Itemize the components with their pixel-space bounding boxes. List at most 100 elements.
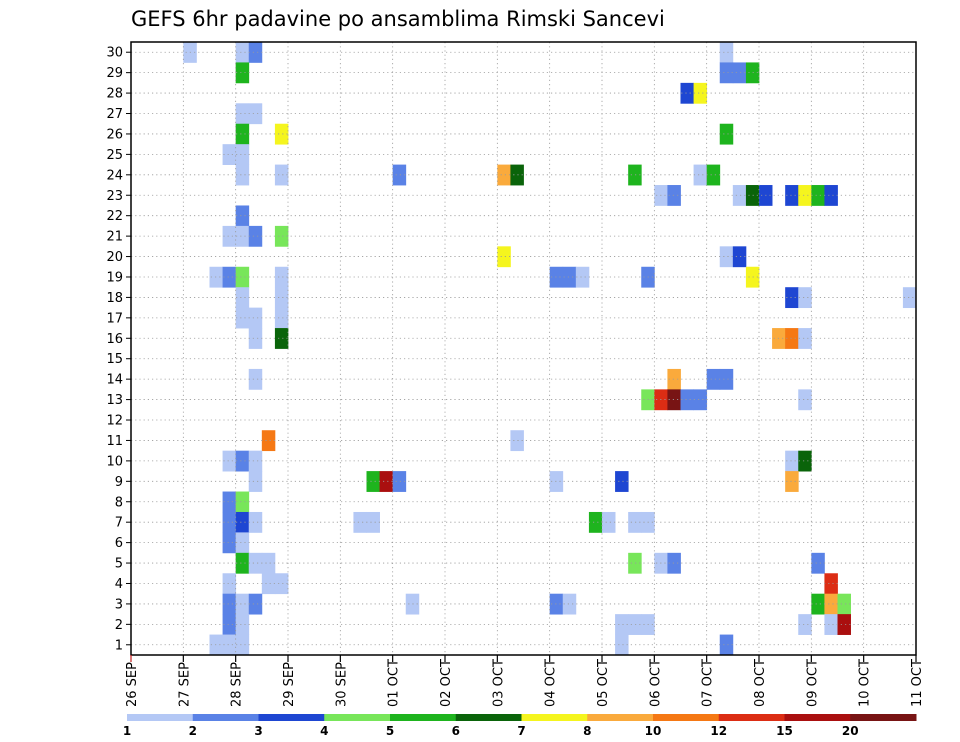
y-tick-label: 10 (106, 454, 123, 469)
y-tick-label: 4 (115, 577, 123, 592)
precip-cell (785, 471, 799, 492)
precip-cell (667, 185, 681, 206)
precip-cell (615, 471, 629, 492)
y-tick-label: 17 (106, 311, 123, 326)
x-tick-label: 04 OCT (544, 659, 559, 707)
y-tick-label: 24 (106, 168, 123, 183)
precip-cell (824, 614, 838, 635)
precip-cell (667, 368, 681, 390)
precip-cell (235, 62, 250, 84)
x-tick-label: 30 SEP (334, 662, 349, 707)
colorbar-label: 12 (710, 724, 727, 738)
colorbar-label: 2 (189, 724, 197, 738)
colorbar-label: 4 (320, 724, 328, 738)
precip-cell (680, 82, 694, 104)
y-tick-label: 30 (106, 46, 123, 61)
precip-cell (235, 552, 250, 574)
precip-cell (248, 307, 263, 329)
precip-cell (222, 450, 237, 472)
x-tick-label: 07 OCT (701, 659, 716, 707)
precip-cell (353, 511, 367, 533)
precip-cell (392, 164, 407, 186)
grid-lines (131, 42, 916, 655)
x-tick-label: 11 OCT (910, 659, 925, 707)
precip-cell (902, 287, 917, 309)
precip-cell (261, 430, 276, 452)
precip-cell (562, 593, 577, 615)
y-tick-label: 18 (106, 291, 123, 306)
precip-cell (628, 552, 642, 574)
precip-cell (235, 511, 250, 533)
y-tick-label: 7 (115, 516, 123, 531)
y-tick-label: 20 (106, 250, 123, 265)
precip-cell (510, 164, 524, 186)
colorbar-label: 3 (254, 724, 262, 738)
chart-title: GEFS 6hr padavine po ansamblima Rimski S… (131, 7, 665, 31)
precip-cell (693, 164, 708, 186)
x-tick-label: 05 OCT (596, 659, 611, 707)
precip-cell (719, 62, 734, 84)
y-tick-label: 13 (106, 393, 123, 408)
precip-cell (719, 246, 734, 268)
precip-cell (615, 634, 629, 656)
colorbar: 1 2 3 4 5 6 7 8 10 12 15 20 (123, 714, 917, 738)
precip-cell (732, 185, 747, 206)
precip-cell (706, 164, 721, 186)
colorbar-label: 5 (386, 724, 394, 738)
precip-cell (248, 42, 263, 63)
colorbar-swatch (127, 714, 194, 721)
precip-cell (235, 287, 250, 309)
precip-cells (183, 42, 917, 656)
precip-cell (615, 614, 629, 635)
precip-cell (235, 42, 250, 63)
x-tick-label: 08 OCT (753, 659, 768, 707)
x-tick-label: 02 OCT (439, 659, 454, 707)
precip-cell (510, 430, 524, 452)
precip-cell (235, 225, 250, 247)
precip-cell (222, 225, 237, 247)
y-tick-label: 3 (115, 597, 123, 612)
colorbar-swatch (850, 714, 917, 721)
precip-cell (497, 164, 511, 186)
precip-cell (811, 185, 825, 206)
precip-cell (235, 450, 250, 472)
y-tick-label: 11 (106, 434, 123, 449)
precip-cell (392, 471, 407, 492)
y-tick-label: 27 (106, 107, 123, 122)
precip-cell (222, 614, 237, 635)
precip-cell (274, 123, 289, 145)
y-tick-label: 28 (106, 87, 123, 102)
precip-cell (379, 471, 394, 492)
precip-cell (274, 573, 289, 595)
colorbar-swatch (324, 714, 391, 721)
precip-cell (628, 164, 642, 186)
precip-cell (693, 82, 708, 104)
precip-cell (785, 450, 799, 472)
precip-cell (274, 328, 289, 349)
precip-cell (785, 287, 799, 309)
precip-cell (824, 573, 838, 595)
precip-cell (837, 593, 851, 615)
colorbar-swatch (653, 714, 720, 721)
precip-cell (575, 266, 590, 288)
precip-cell (248, 225, 263, 247)
precip-cell (274, 307, 289, 329)
precip-cell (235, 103, 250, 125)
precip-cell (785, 328, 799, 349)
precip-cell (680, 389, 694, 411)
colorbar-label: 15 (776, 724, 793, 738)
y-tick-label: 6 (115, 536, 123, 551)
x-tick-label: 10 OCT (858, 659, 873, 707)
precip-cell (719, 42, 734, 63)
precip-cell (719, 123, 734, 145)
y-tick-label: 25 (106, 148, 123, 163)
precip-cell (222, 511, 237, 533)
y-axis: 1234567891011121314151617181920212223242… (106, 46, 131, 653)
precip-cell (732, 246, 747, 268)
x-tick-label: 01 OCT (387, 659, 402, 707)
y-tick-label: 21 (106, 230, 123, 245)
colorbar-label: 6 (452, 724, 460, 738)
colorbar-label: 1 (123, 724, 131, 738)
precip-cell (248, 328, 263, 349)
precip-cell (261, 552, 276, 574)
